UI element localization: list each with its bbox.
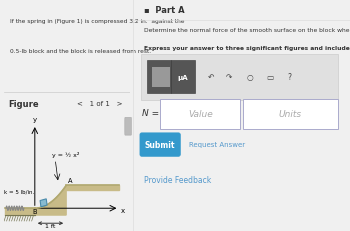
FancyBboxPatch shape: [171, 61, 195, 94]
Text: If the spring in (Figure 1) is compressed 3.2 in.  against the: If the spring in (Figure 1) is compresse…: [10, 19, 184, 24]
Text: k = 5 lb/in.: k = 5 lb/in.: [4, 189, 34, 194]
FancyBboxPatch shape: [243, 99, 338, 129]
Text: μA: μA: [177, 74, 188, 80]
FancyBboxPatch shape: [152, 77, 161, 88]
FancyBboxPatch shape: [141, 54, 338, 100]
Text: <   1 of 1   >: < 1 of 1 >: [77, 101, 122, 107]
Text: ▭: ▭: [266, 73, 273, 82]
Text: 0.5-lb block and the block is released from rest.: 0.5-lb block and the block is released f…: [10, 49, 151, 54]
Text: Units: Units: [279, 110, 302, 119]
Text: B: B: [32, 208, 36, 214]
Text: Provide Feedback: Provide Feedback: [144, 176, 211, 185]
Text: x: x: [121, 207, 125, 213]
Text: Determine the normal force of the smooth surface on the block when it reaches po: Determine the normal force of the smooth…: [144, 28, 350, 33]
FancyBboxPatch shape: [125, 118, 131, 136]
FancyBboxPatch shape: [161, 77, 170, 88]
Text: Submit: Submit: [145, 140, 175, 149]
Text: A: A: [68, 177, 72, 183]
FancyBboxPatch shape: [160, 99, 240, 129]
Text: ?: ?: [287, 73, 291, 82]
FancyBboxPatch shape: [161, 68, 170, 79]
Text: y = ½ x²: y = ½ x²: [52, 151, 79, 157]
Text: Value: Value: [188, 110, 213, 119]
Polygon shape: [66, 186, 119, 190]
FancyBboxPatch shape: [152, 68, 161, 79]
Text: 1 ft: 1 ft: [45, 223, 56, 228]
Text: Express your answer to three significant figures and include the appropriate uni: Express your answer to three significant…: [144, 46, 350, 51]
FancyBboxPatch shape: [147, 61, 171, 94]
Text: ▪  Part A: ▪ Part A: [144, 6, 184, 15]
Text: Request Answer: Request Answer: [189, 142, 246, 148]
Text: y: y: [33, 116, 37, 122]
Text: ○: ○: [247, 73, 253, 82]
Text: ↷: ↷: [225, 73, 232, 82]
Text: Figure: Figure: [8, 100, 39, 108]
FancyBboxPatch shape: [140, 133, 180, 157]
Polygon shape: [35, 186, 66, 215]
Polygon shape: [40, 199, 47, 207]
Text: N =: N =: [142, 109, 159, 118]
Text: ↶: ↶: [208, 73, 214, 82]
